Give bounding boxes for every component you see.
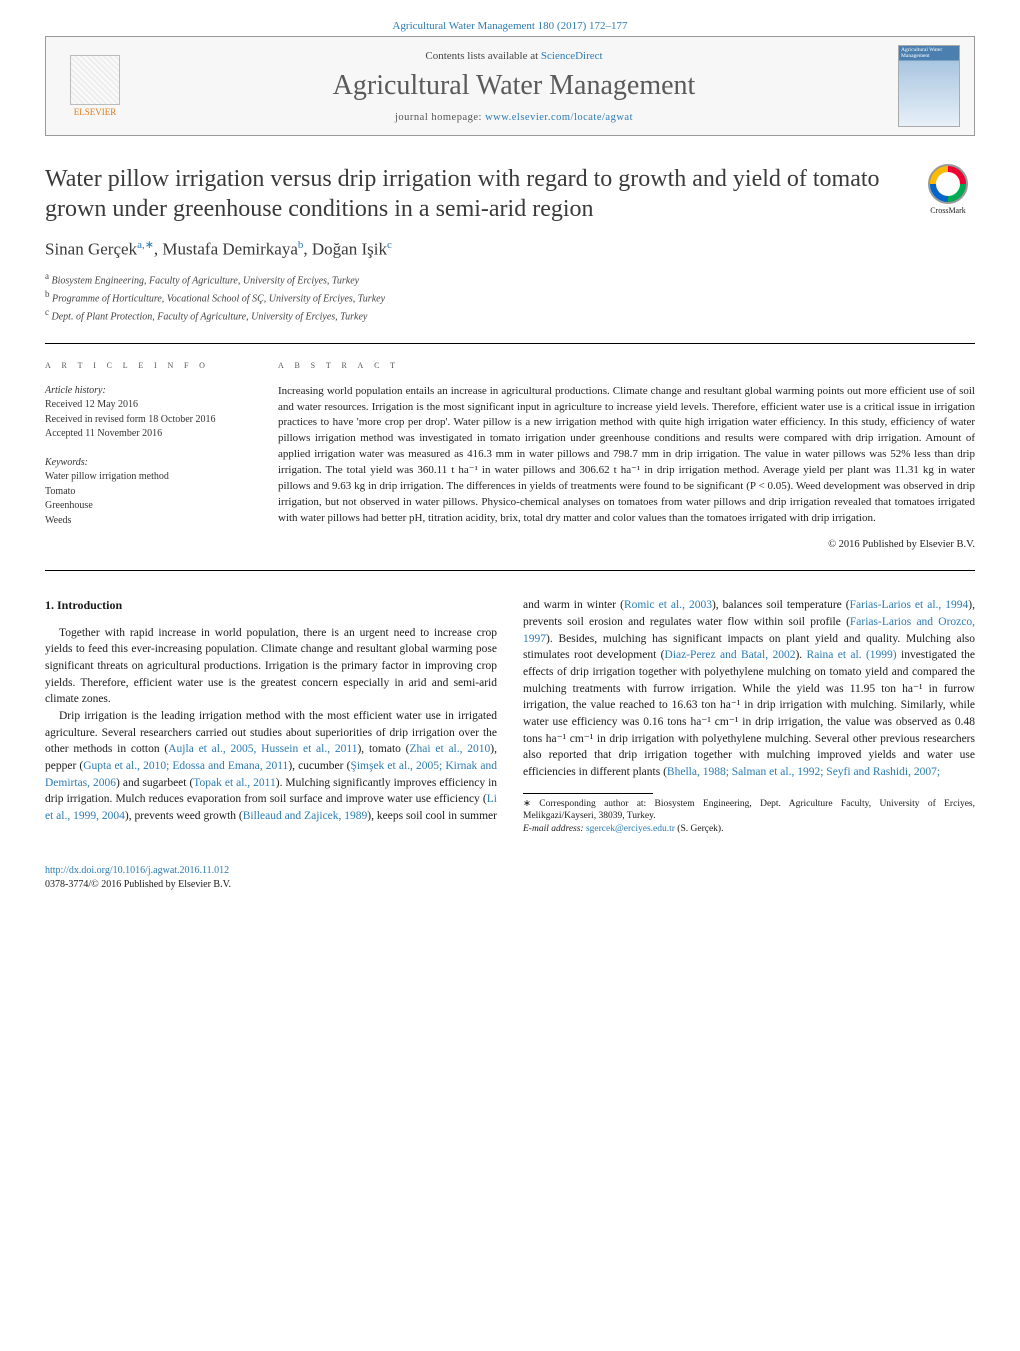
cite-diaz[interactable]: Diaz-Perez and Batal, 2002	[665, 649, 796, 661]
history-revised: Received in revised form 18 October 2016	[45, 413, 250, 428]
doi-link[interactable]: http://dx.doi.org/10.1016/j.agwat.2016.1…	[45, 865, 229, 876]
cite-raina[interactable]: Raina et al. (1999)	[807, 649, 897, 661]
affiliations: a Biosystem Engineering, Faculty of Agri…	[45, 270, 975, 325]
keyword-1: Water pillow irrigation method	[45, 470, 250, 485]
rule-bottom	[45, 570, 975, 571]
footnote-rule	[523, 793, 653, 794]
copyright: © 2016 Published by Elsevier B.V.	[278, 537, 975, 552]
crossmark-icon	[928, 164, 968, 204]
contents-prefix: Contents lists available at	[425, 50, 540, 62]
email-line: E-mail address: sgercek@erciyes.edu.tr (…	[523, 823, 975, 836]
cite-bhella[interactable]: Bhella, 1988; Salman et al., 1992; Seyfi…	[667, 766, 940, 778]
cite-sugarbeet[interactable]: Topak et al., 2011	[193, 777, 275, 789]
journal-cover-thumb: Agricultural Water Management	[898, 45, 960, 127]
intro-p1: Together with rapid increase in world po…	[45, 625, 497, 708]
article-info-column: a r t i c l e i n f o Article history: R…	[45, 358, 250, 553]
abstract-column: a b s t r a c t Increasing world populat…	[278, 358, 975, 553]
journal-citation: Agricultural Water Management 180 (2017)…	[45, 20, 975, 32]
issn-copyright: 0378-3774/© 2016 Published by Elsevier B…	[45, 879, 231, 890]
body-text: 1. Introduction Together with rapid incr…	[45, 597, 975, 836]
email-suffix: (S. Gerçek).	[675, 824, 724, 834]
journal-name: Agricultural Water Management	[130, 70, 898, 102]
journal-header: ELSEVIER Contents lists available at Sci…	[45, 36, 975, 136]
history-received: Received 12 May 2016	[45, 398, 250, 413]
contents-list-line: Contents lists available at ScienceDirec…	[130, 50, 898, 62]
keyword-4: Weeds	[45, 514, 250, 529]
cite-farias1[interactable]: Farias-Larios et al., 1994	[850, 599, 969, 611]
keywords-heading: Keywords:	[45, 456, 250, 471]
homepage-line: journal homepage: www.elsevier.com/locat…	[130, 112, 898, 123]
cite-tomato[interactable]: Zhai et al., 2010	[410, 743, 491, 755]
email-address[interactable]: sgercek@erciyes.edu.tr	[586, 824, 675, 834]
doi-block: http://dx.doi.org/10.1016/j.agwat.2016.1…	[45, 864, 975, 892]
abstract-label: a b s t r a c t	[278, 358, 975, 374]
affiliation-b: b Programme of Horticulture, Vocational …	[45, 288, 975, 306]
email-label: E-mail address:	[523, 824, 586, 834]
keyword-3: Greenhouse	[45, 499, 250, 514]
intro-heading: 1. Introduction	[45, 597, 497, 614]
cite-pepper[interactable]: Gupta et al., 2010; Edossa and Emana, 20…	[83, 760, 288, 772]
keyword-2: Tomato	[45, 485, 250, 500]
elsevier-tree-icon	[70, 55, 120, 105]
sciencedirect-link[interactable]: ScienceDirect	[541, 50, 603, 62]
publisher-name: ELSEVIER	[60, 107, 130, 117]
cite-romic[interactable]: Romic et al., 2003	[624, 599, 712, 611]
corresponding-author: ∗ Corresponding author at: Biosystem Eng…	[523, 798, 975, 824]
crossmark-label: CrossMark	[921, 206, 975, 215]
history-accepted: Accepted 11 November 2016	[45, 427, 250, 442]
crossmark-badge[interactable]: CrossMark	[921, 164, 975, 218]
cite-billeaud[interactable]: Billeaud and Zajicek, 1989	[243, 810, 368, 822]
affiliation-c: c Dept. of Plant Protection, Faculty of …	[45, 306, 975, 324]
affiliation-a: a Biosystem Engineering, Faculty of Agri…	[45, 270, 975, 288]
authors: Sinan Gerçeka,∗, Mustafa Demirkayab, Doğ…	[45, 238, 975, 260]
homepage-prefix: journal homepage:	[395, 112, 485, 123]
publisher-logo: ELSEVIER	[60, 55, 130, 117]
footnotes: ∗ Corresponding author at: Biosystem Eng…	[523, 798, 975, 836]
abstract-text: Increasing world population entails an i…	[278, 384, 975, 527]
homepage-link[interactable]: www.elsevier.com/locate/agwat	[485, 112, 633, 123]
cite-cotton[interactable]: Aujla et al., 2005, Hussein et al., 2011	[168, 743, 357, 755]
article-title: Water pillow irrigation versus drip irri…	[45, 164, 903, 224]
history-heading: Article history:	[45, 384, 250, 399]
header-center: Contents lists available at ScienceDirec…	[130, 50, 898, 123]
article-info-label: a r t i c l e i n f o	[45, 358, 250, 374]
